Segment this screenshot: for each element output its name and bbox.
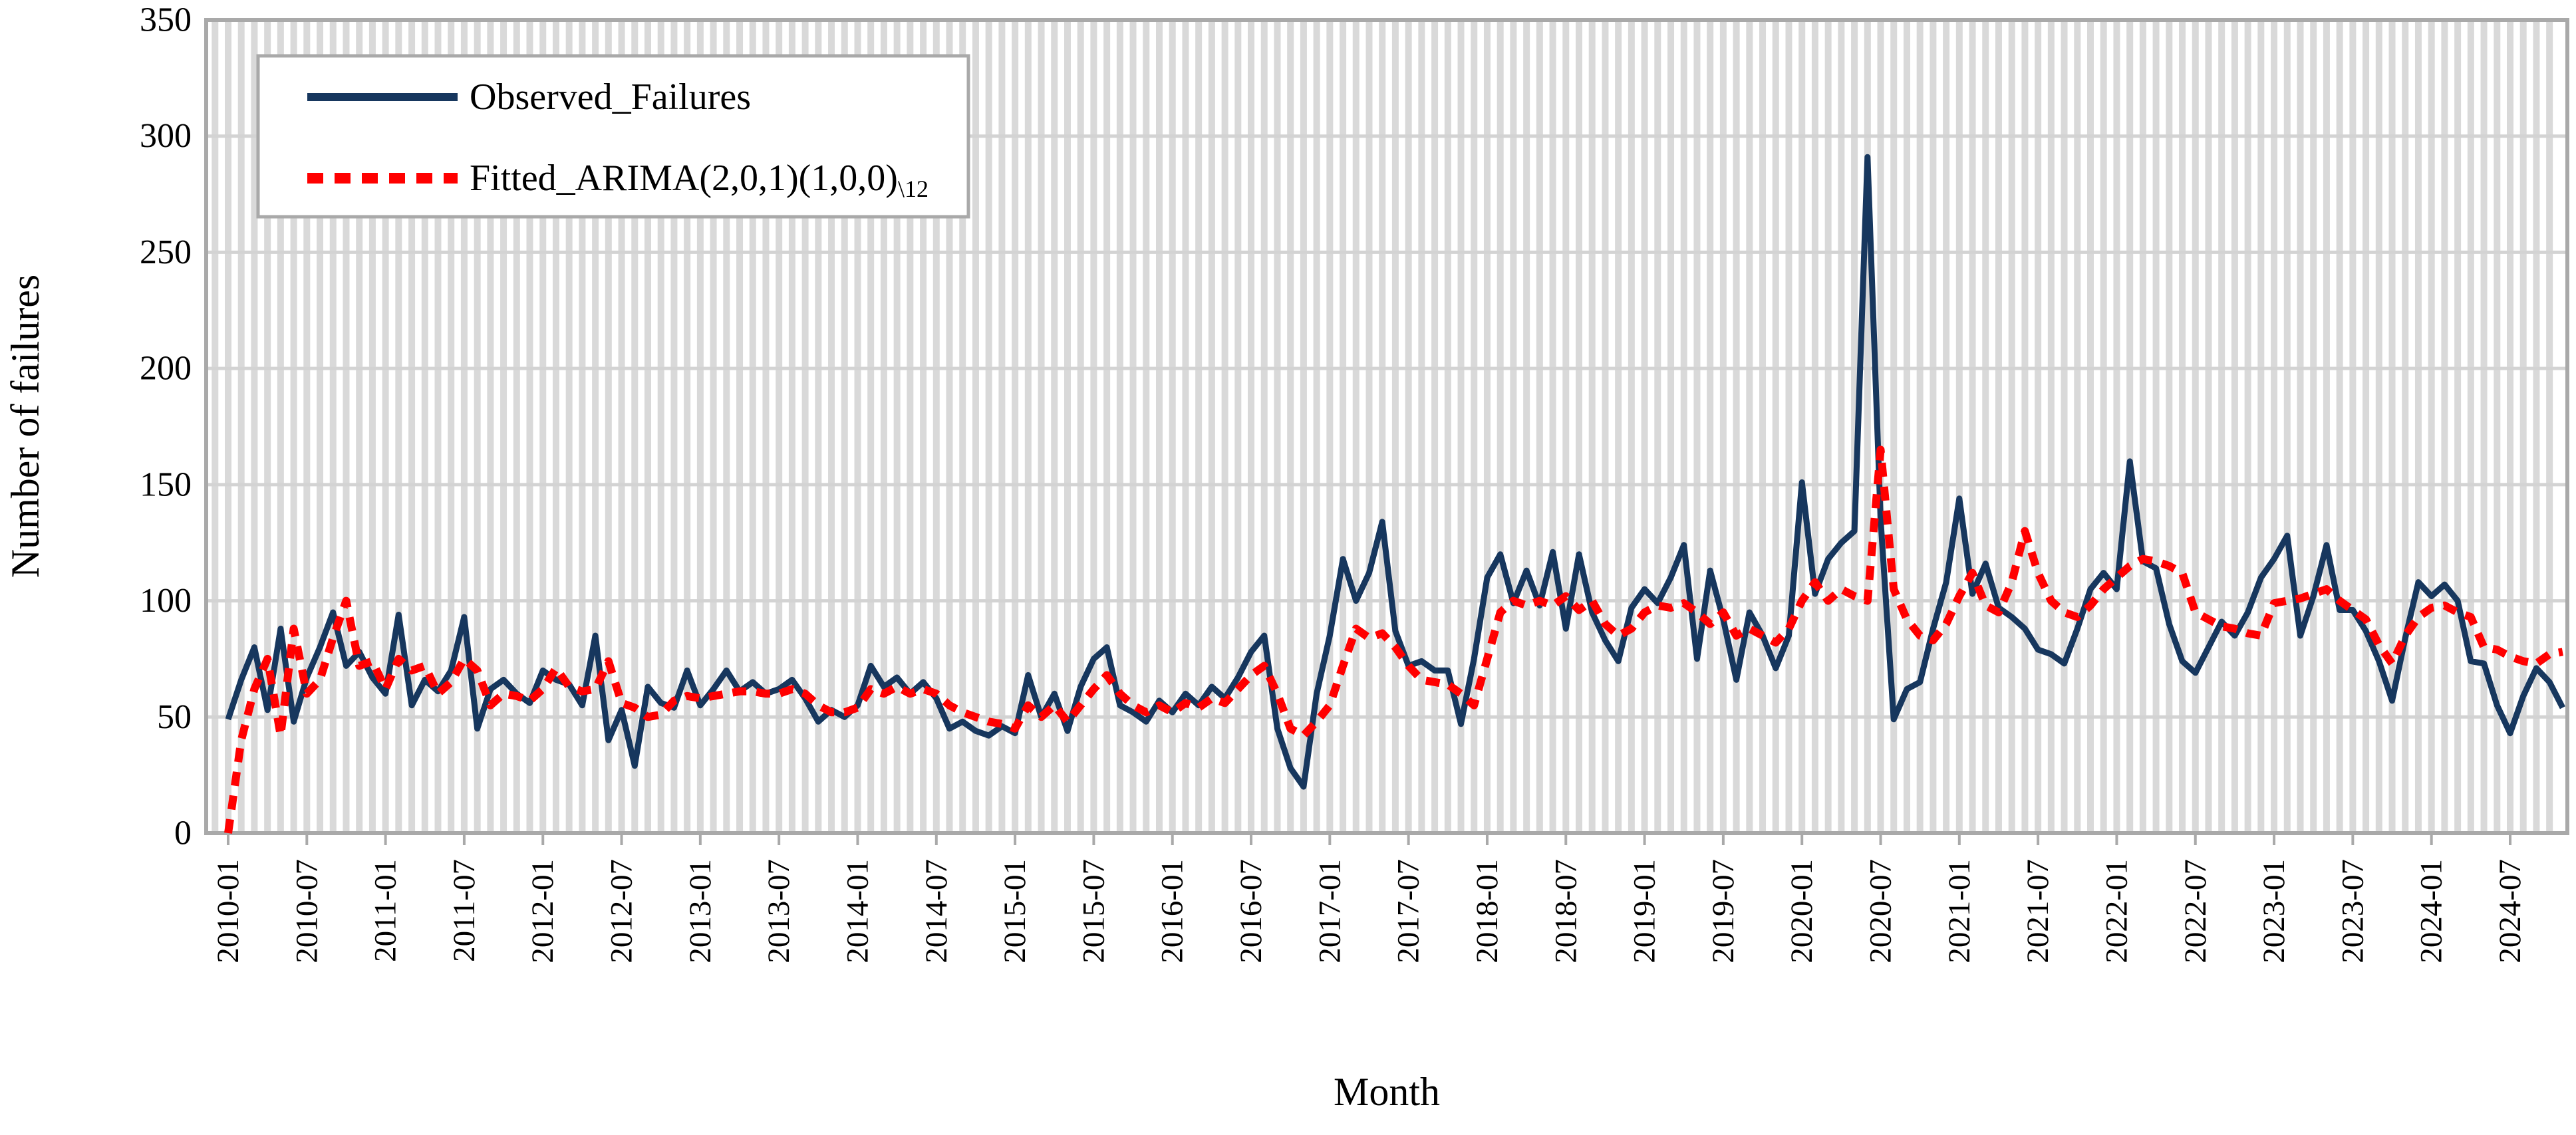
y-tick-label: 350 <box>140 1 192 39</box>
legend: Observed_Failures Fitted_ARIMA(2,0,1)(1,0… <box>256 54 970 219</box>
legend-label-fitted: Fitted_ARIMA(2,0,1)(1,0,0)\12 <box>470 158 929 202</box>
x-tick-label: 2019-07 <box>1706 859 1741 963</box>
x-axis-tick-labels: 2010-01 2010-07 2011-01 2011-07 2012-01 2012-… <box>211 859 2527 963</box>
x-tick-label: 2017-07 <box>1391 859 1426 963</box>
fitted-arima-line <box>224 445 2563 834</box>
x-tick-label: 2016-01 <box>1155 859 1190 963</box>
x-tick-label: 2018-07 <box>1548 859 1583 963</box>
y-tick-label: 0 <box>174 815 192 852</box>
x-tick-label: 2015-01 <box>998 859 1032 963</box>
x-axis-title: Month <box>1334 1070 1440 1114</box>
x-tick-label: 2022-01 <box>2099 859 2134 963</box>
x-tick-label: 2018-01 <box>1470 859 1504 963</box>
observed-failures-line <box>225 154 2565 790</box>
x-tick-label: 2022-07 <box>2178 859 2213 963</box>
x-tick-label: 2024-07 <box>2493 859 2527 963</box>
y-tick-label: 300 <box>140 117 192 155</box>
x-tick-label: 2014-07 <box>919 859 954 963</box>
x-tick-label: 2023-07 <box>2335 859 2370 963</box>
y-tick-label: 200 <box>140 350 192 388</box>
x-tick-label: 2012-07 <box>605 859 639 963</box>
x-tick-label: 2012-01 <box>525 859 560 963</box>
x-tick-label: 2011-07 <box>447 859 482 962</box>
x-tick-label: 2024-01 <box>2414 859 2449 963</box>
x-tick-label: 2011-01 <box>368 859 403 962</box>
y-tick-label: 100 <box>140 582 192 620</box>
horizontal-gridlines <box>206 134 2567 719</box>
x-tick-label: 2021-01 <box>1942 859 1977 963</box>
x-tick-label: 2010-07 <box>289 859 324 963</box>
x-tick-label: 2010-01 <box>211 859 245 963</box>
x-tick-label: 2017-01 <box>1312 859 1347 963</box>
x-tick-label: 2023-01 <box>2257 859 2291 963</box>
plot-area-border <box>204 18 2569 835</box>
y-tick-label: 50 <box>157 698 192 736</box>
x-tick-label: 2021-07 <box>2021 859 2055 963</box>
monthly-stripe-gridlines <box>212 22 2553 831</box>
x-tick-label: 2020-01 <box>1785 859 1819 963</box>
x-tick-label: 2019-01 <box>1628 859 1662 963</box>
y-tick-label: 250 <box>140 233 192 271</box>
x-tick-label: 2015-07 <box>1076 859 1111 963</box>
x-tick-label: 2013-01 <box>683 859 718 963</box>
y-tick-label: 150 <box>140 465 192 503</box>
y-axis-title: Number of failures <box>3 275 47 578</box>
x-tick-label: 2020-07 <box>1864 859 1898 963</box>
x-tick-label: 2013-07 <box>762 859 796 963</box>
legend-box <box>256 54 970 219</box>
x-tick-label: 2016-07 <box>1234 859 1268 963</box>
data-series <box>224 154 2565 834</box>
y-axis-tick-labels: 0 50 100 150 200 250 300 350 <box>140 1 192 852</box>
x-tick-label: 2014-01 <box>840 859 875 963</box>
legend-label-observed: Observed_Failures <box>470 76 751 118</box>
